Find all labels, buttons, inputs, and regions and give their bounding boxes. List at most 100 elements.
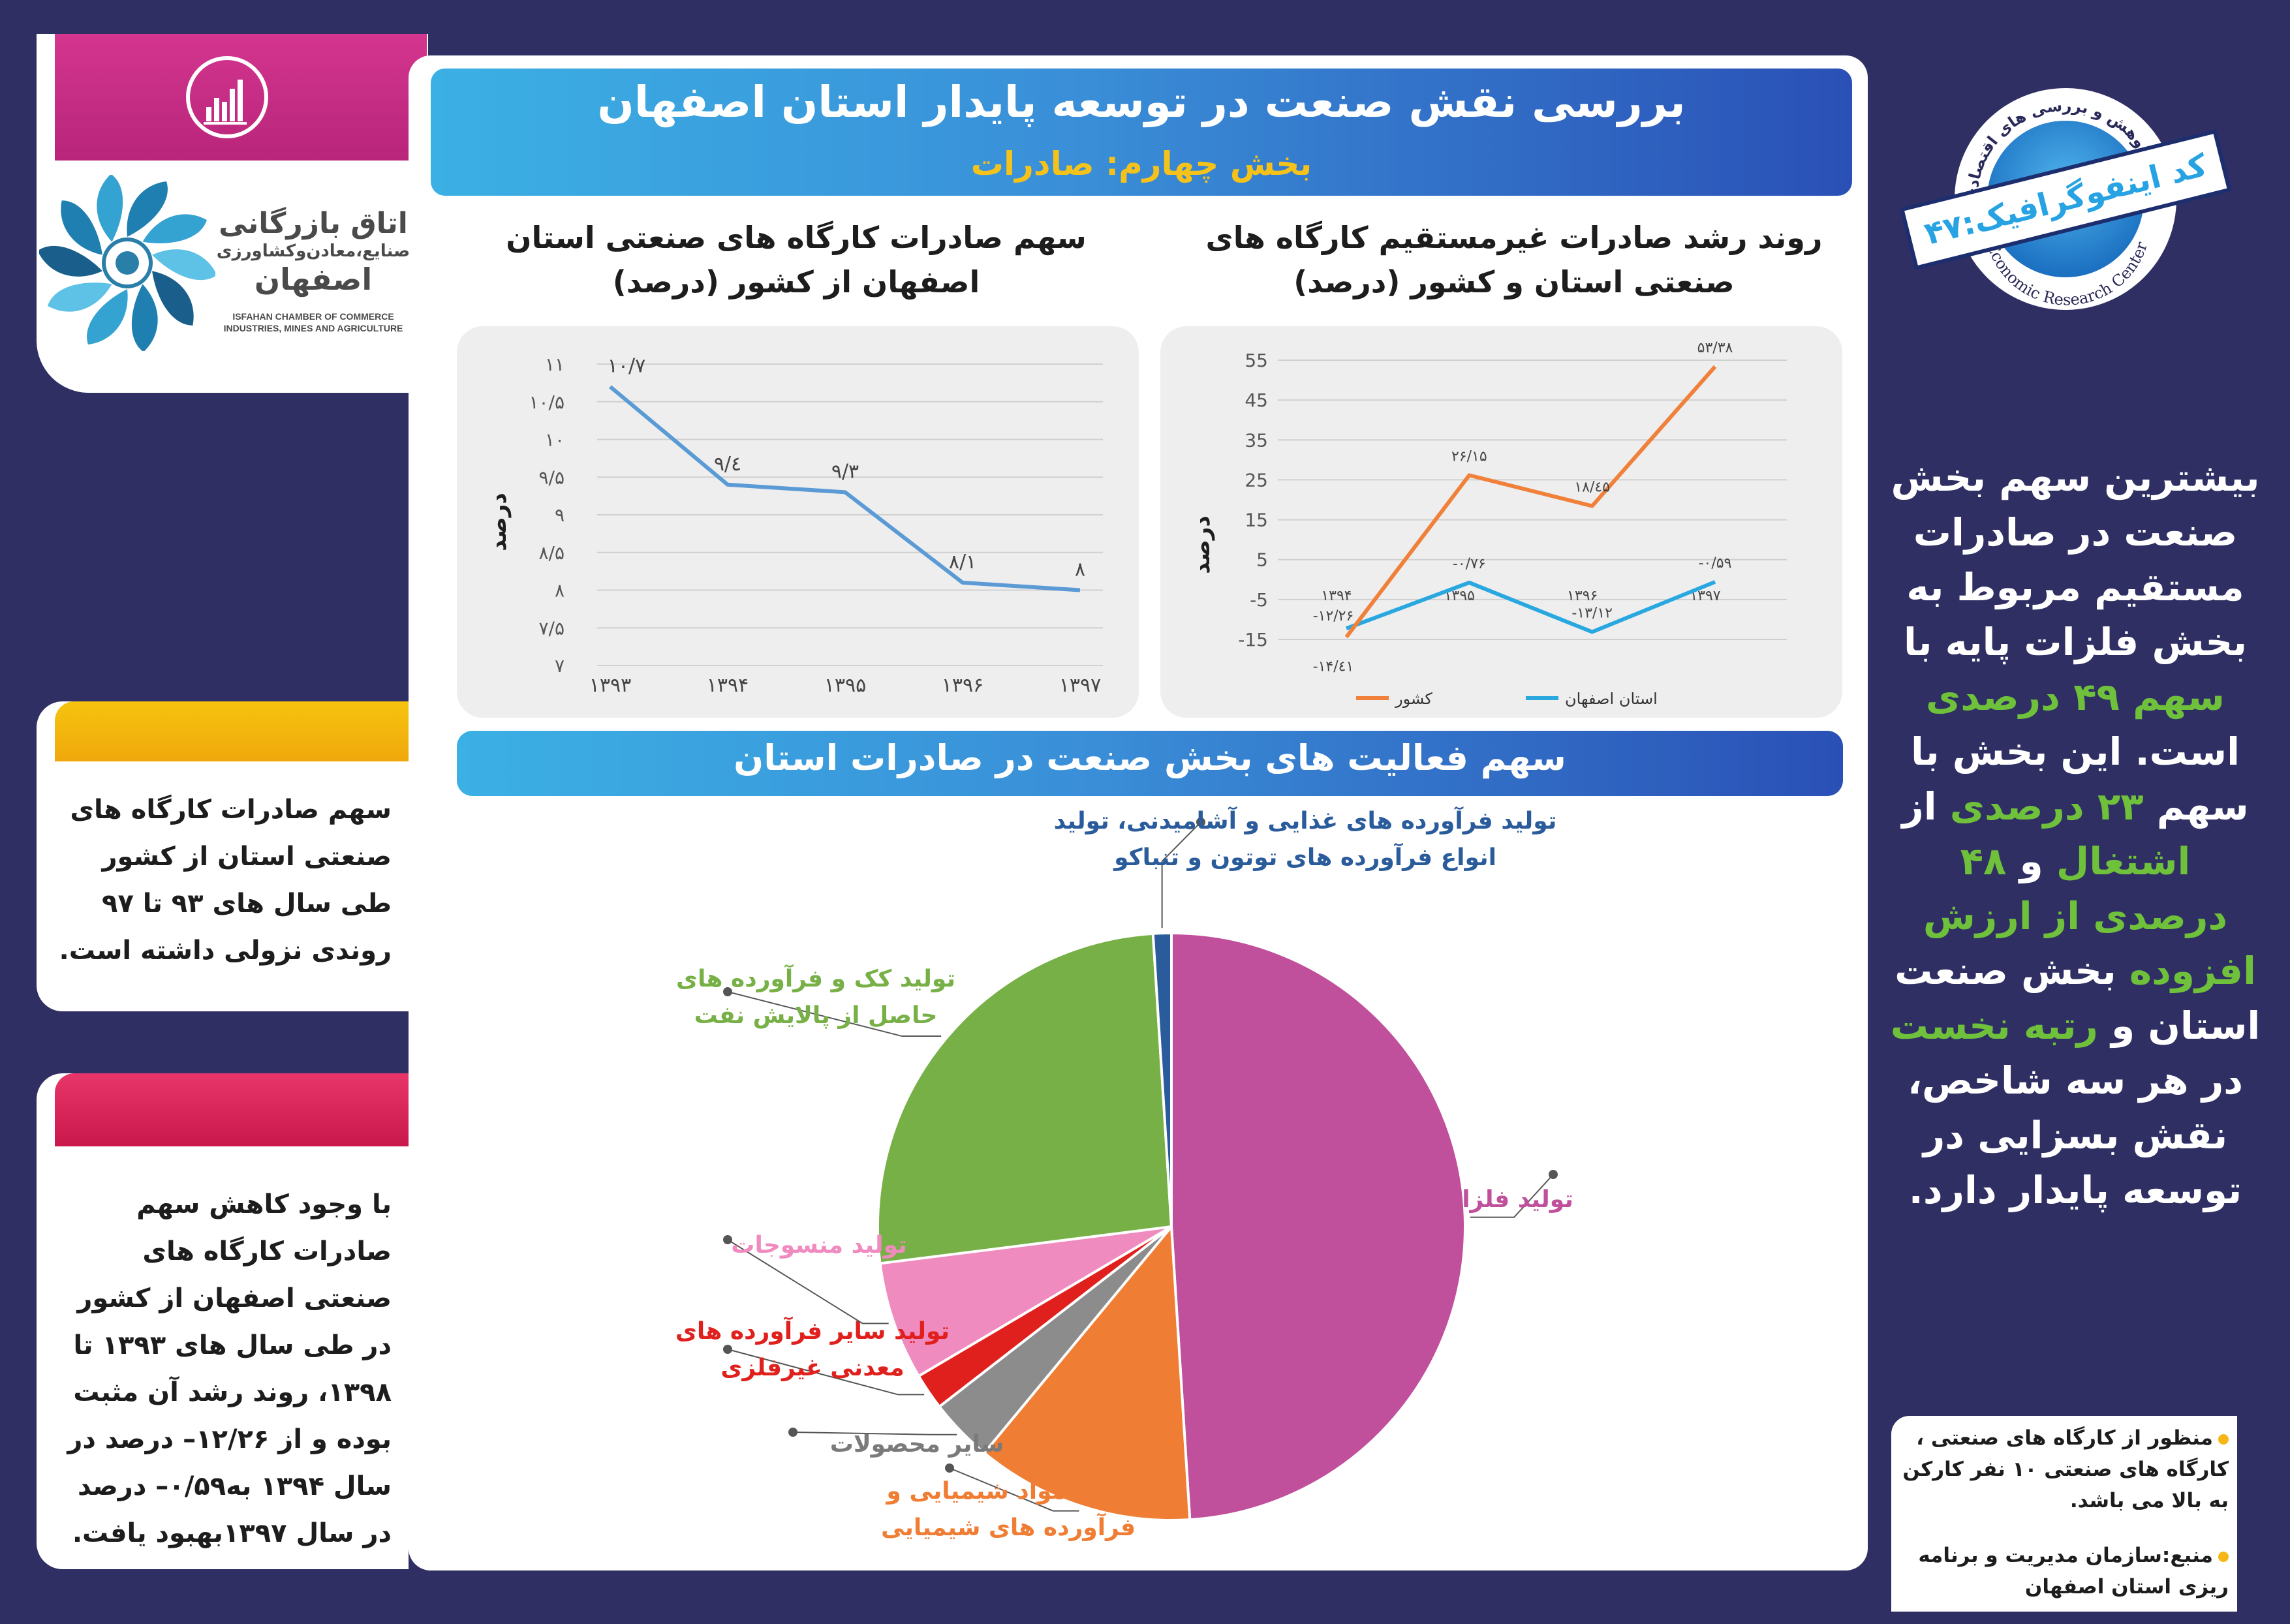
note-card-1-band	[55, 701, 409, 761]
chamber-name-en-line2: INDUSTRIES, MINES AND AGRICULTURE	[223, 323, 403, 333]
leader-dot	[788, 1428, 797, 1437]
bullet-icon	[2218, 1552, 2229, 1562]
leader-dot	[723, 1235, 732, 1244]
chamber-name-line2: صنایع،معادن‌وکشاورزی	[216, 241, 410, 261]
summary-highlight-3: اشتغال	[2056, 839, 2191, 883]
y-tick-label: ۱۰	[545, 429, 565, 451]
note-2-text: با وجود کاهش سهم صادرات کارگاه های صنعتی…	[67, 1189, 392, 1548]
pie-slice	[876, 932, 1173, 1265]
y-tick-label: ۷/۵	[538, 617, 565, 639]
data-label: -۱۲/۲۶	[1313, 608, 1354, 624]
y-tick-label: ۷	[555, 655, 565, 677]
pie-slice	[1170, 931, 1466, 1522]
logo-petal	[87, 289, 128, 345]
y-tick-label: 45	[1245, 390, 1268, 411]
data-label: ۹/۳	[831, 460, 859, 483]
chamber-name-en-line1: ISFAHAN CHAMBER OF COMMERCE	[232, 311, 394, 322]
data-label: ۸	[1075, 559, 1085, 581]
summary-text: بیشترین سهم بخش صنعت در صادرات مستقیم مر…	[1889, 450, 2261, 1218]
leader-dot	[723, 987, 732, 996]
chamber-name-en: ISFAHAN CHAMBER OF COMMERCE INDUSTRIES, …	[215, 311, 411, 334]
chamber-name-line3: اصفهان	[254, 262, 373, 297]
logo-petal	[39, 245, 102, 277]
source-item-2: منبع:سازمان مدیریت و برنامه ریزی استان ا…	[1902, 1540, 2229, 1602]
data-label: -۰/۷۶	[1453, 556, 1486, 572]
pie-slice	[1151, 931, 1173, 1227]
chamber-name: اتاق بازرگانی صنایع،معادن‌وکشاورزی اصفها…	[215, 207, 411, 297]
summary-part-4: و	[2019, 839, 2043, 883]
series-line-0	[1345, 580, 1716, 634]
data-label: ۲۶/۱۵	[1451, 448, 1487, 465]
source-item-1: منظور از کارگاه های صنعتی ، کارگاه های ص…	[1902, 1422, 2229, 1516]
badge-ribbon	[1899, 129, 2232, 270]
page-subtitle: بخش چهارم: صادرات	[970, 145, 1312, 183]
pie-header-bar	[457, 731, 1843, 796]
y-axis-label: درصد	[486, 493, 512, 551]
logo-petal	[152, 249, 215, 281]
x-tick-label: ۱۳۹۴	[1321, 588, 1352, 604]
share-line-chart: ۱۱ ۱۰/۵ ۱۰ ۹/۵ ۹ ۸/۵ ۸ ۷/۵ ۷ ۱۳۹۳ ۱۳۹۴ ۱۳۹۵ ۱۳۹۶ ۱۳۹۷…	[486, 354, 1103, 697]
chamber-logo-icon	[39, 175, 215, 351]
data-label: ۵۳/۳۸	[1697, 340, 1733, 356]
pie-slice	[878, 1225, 1173, 1378]
pie-label: تولید مواد شیمیایی و فرآورده های شیمیایی	[881, 1478, 1136, 1541]
leader-dot	[1196, 818, 1205, 827]
pie-label: تولید فرآورده های غذایی و آشامیدنی، تولی…	[1054, 806, 1557, 871]
summary-highlight-2: ۲۳ درصدی	[1949, 784, 2144, 829]
legend-label: کشور	[1395, 690, 1432, 708]
y-tick-label: ۱۱	[545, 354, 565, 375]
source-item-1-text: منظور از کارگاه های صنعتی ، کارگاه های ص…	[1902, 1426, 2229, 1512]
share-series-line	[609, 385, 1081, 592]
y-tick-label: -15	[1238, 629, 1268, 651]
y-tick-label: -5	[1250, 589, 1268, 611]
note-card-2	[37, 1073, 409, 1569]
y-tick-label: ۹	[555, 504, 565, 526]
summary-highlight-4: ۴۸ درصدی از ارزش افزوده	[1923, 839, 2256, 993]
y-tick-label: ۹/۵	[538, 467, 565, 488]
infographic-badge: واحد پژوهش و بررسی های اقتصادی Economic …	[1899, 88, 2232, 310]
logo-petal	[47, 283, 112, 312]
leader-dot	[1549, 1170, 1558, 1179]
leader-line	[1470, 1174, 1554, 1218]
summary-part-3: از	[1902, 784, 1937, 829]
share-chart-title: سهم صادرات کارگاه های صنعتی استان اصفهان…	[506, 220, 1087, 299]
bar-chart-icon	[186, 56, 268, 138]
growth-chart-title: روند رشد صادرات غیرمستقیم کارگاه های صنع…	[1205, 220, 1823, 299]
summary-part-6: در هر سه شاخص، نقش بسزایی در توسعه پایدا…	[1907, 1058, 2243, 1212]
leader-line	[727, 1349, 925, 1396]
data-label: -۰/۵۹	[1699, 555, 1732, 572]
y-axis-label: درصد	[1189, 515, 1215, 574]
legend-label: استان اصفهان	[1565, 690, 1658, 708]
leader-line	[792, 1432, 957, 1435]
series-line-1	[1344, 365, 1717, 639]
summary-part-2: است. این بخش با سهم	[1911, 729, 2249, 829]
y-tick-label: 55	[1245, 350, 1268, 371]
y-tick-label: ۸	[555, 580, 565, 602]
logo-petal	[61, 200, 102, 255]
data-label: ۸/۱	[949, 551, 976, 574]
pie-label: سایر محصولات	[830, 1431, 1004, 1458]
export-share-pie-chart: تولید فلزات پایه تولید مواد شیمیایی و فرآو…	[675, 806, 1573, 1541]
summary-part-1: بیشترین سهم بخش صنعت در صادرات مستقیم مر…	[1891, 455, 2260, 664]
pie-label: تولید منسوجات	[731, 1232, 906, 1259]
logo-petal	[131, 284, 158, 351]
data-label: ۱۸/٤۵	[1574, 479, 1610, 495]
data-label: ۱۰/۷	[608, 355, 645, 378]
pie-label: تولید کک و فرآورده های حاصل از پالایش نفت	[676, 964, 955, 1029]
pie-label: تولید سایر فرآورده های معدنی غیرفلزی	[675, 1316, 950, 1381]
pie-chart-title: سهم فعالیت های بخش صنعت در صادرات استان	[734, 737, 1566, 778]
leader-line	[949, 1467, 1079, 1512]
summary-part-5: بخش صنعت استان و	[1895, 949, 2261, 1048]
data-label: -۱۴/٤۱	[1313, 658, 1354, 675]
pie-slice	[982, 1223, 1192, 1522]
summary-highlight-1: سهم ۴۹ درصدی	[1926, 675, 2225, 719]
x-tick-label: ۱۳۹۶	[942, 674, 983, 697]
leader-line	[727, 1239, 889, 1325]
note-1-text: سهم صادرات کارگاه های صنعتی استان از کشو…	[59, 795, 392, 966]
growth-chart-panel	[1160, 326, 1842, 718]
data-label: ۹/٤	[714, 453, 741, 476]
logo-petal	[97, 175, 123, 242]
leader-dot	[945, 1463, 954, 1473]
header-bar	[431, 69, 1852, 196]
x-tick-label: ۱۳۹۶	[1567, 588, 1598, 604]
